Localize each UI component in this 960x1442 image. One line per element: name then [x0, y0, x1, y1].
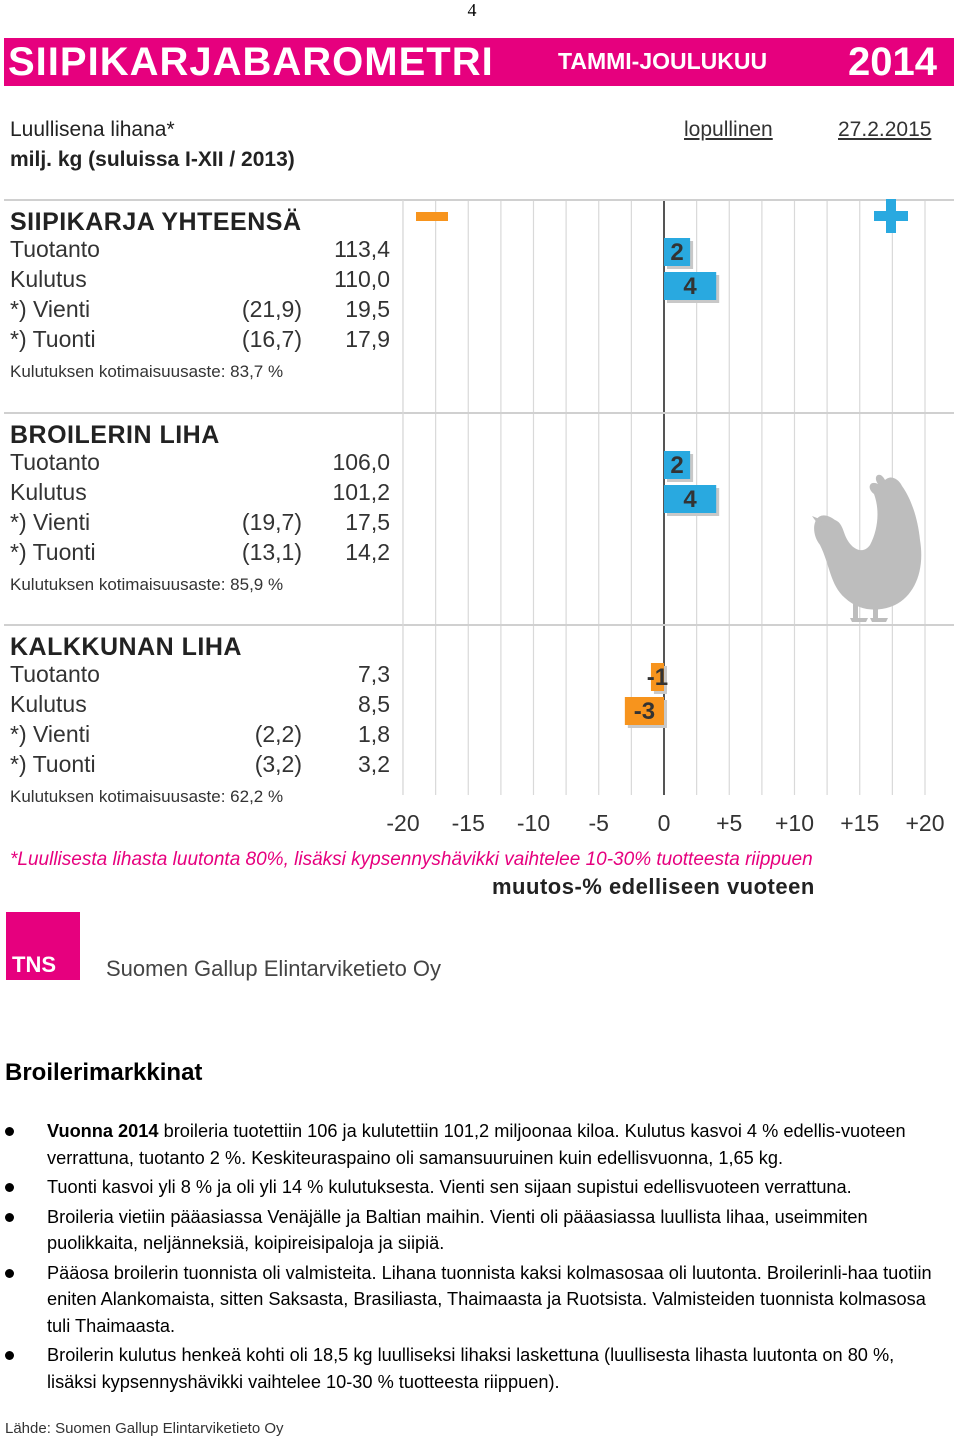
row-label: *) Vienti — [10, 296, 91, 322]
banner — [4, 38, 954, 86]
x-tick-label: +20 — [905, 810, 945, 836]
bar-data-label: 2 — [670, 239, 683, 266]
section-band — [4, 413, 954, 621]
source-line: Lähde: Suomen Gallup Elintarviketieto Oy — [5, 1420, 284, 1437]
x-tick-label: 0 — [657, 810, 671, 836]
bullet-item: Tuonti kasvoi yli 8 % ja oli yli 14 % ku… — [0, 1174, 960, 1201]
row-label: Kulutus — [10, 691, 87, 717]
tns-logo-text: TNS — [12, 952, 56, 977]
row-value: 101,2 — [332, 479, 390, 505]
row-value: 17,5 — [345, 509, 390, 535]
company-name: Suomen Gallup Elintarviketieto Oy — [106, 956, 442, 981]
section-band — [4, 625, 954, 833]
row-value: 8,5 — [358, 691, 390, 717]
bar-kulutus — [624, 697, 664, 725]
row-label: *) Vienti — [10, 509, 91, 535]
plus-marker-v — [886, 199, 896, 233]
banner-period: TAMMI-JOULUKUU — [558, 48, 768, 74]
row-label: Kulutus — [10, 266, 87, 292]
section-band — [4, 200, 954, 408]
bar-tuotanto — [664, 238, 691, 266]
bullet-list: Vuonna 2014 broileria tuotettiin 106 ja … — [0, 1118, 960, 1398]
section-heading: Broilerimarkkinat — [5, 1059, 203, 1086]
bar-data-label: 4 — [683, 273, 697, 300]
bullet-text: Pääosa broilerin tuonnista oli valmistei… — [47, 1262, 932, 1336]
bar-data-label: 2 — [670, 452, 683, 479]
domestic-share: Kulutuksen kotimaisuusaste: 83,7 % — [10, 362, 284, 381]
row-label: Kulutus — [10, 479, 87, 505]
x-tick-label: +10 — [774, 810, 814, 836]
section-title: KALKKUNAN LIHA — [10, 633, 242, 661]
status-date: 27.2.2015 — [838, 118, 932, 141]
bar-data-label: -1 — [647, 664, 668, 691]
bar-data-label: 4 — [683, 486, 697, 513]
chart-footnote: *Luullisesta lihasta luutonta 80%, lisäk… — [10, 849, 813, 870]
bullet-item: Broileria vietiin pääasiassa Venäjälle j… — [0, 1204, 960, 1257]
row-label: Tuotanto — [10, 661, 100, 687]
bar-tuotanto — [650, 663, 664, 691]
row-value: 7,3 — [358, 661, 390, 687]
section-title: SIIPIKARJA YHTEENSÄ — [10, 208, 302, 236]
bullet-item: Broilerin kulutus henkeä kohti oli 18,5 … — [0, 1342, 960, 1395]
row-value: 3,2 — [358, 751, 390, 777]
row-value: 17,9 — [345, 326, 390, 352]
row-value: 19,5 — [345, 296, 390, 322]
bullet-text: Tuonti kasvoi yli 8 % ja oli yli 14 % ku… — [47, 1177, 852, 1197]
domestic-share: Kulutuksen kotimaisuusaste: 85,9 % — [10, 575, 284, 594]
x-tick-label: -10 — [516, 810, 551, 836]
page-number: 4 — [467, 0, 477, 20]
domestic-share: Kulutuksen kotimaisuusaste: 62,2 % — [10, 787, 284, 806]
x-tick-label: +5 — [716, 810, 743, 836]
bullet-lead: Vuonna 2014 — [47, 1121, 159, 1141]
bar-kulutus — [664, 272, 717, 300]
row-label: *) Tuonti — [10, 326, 96, 352]
x-tick-label: -15 — [451, 810, 485, 836]
bar-kulutus — [664, 485, 717, 513]
row-previous-value: (19,7) — [241, 509, 302, 535]
bullet-text: Broilerin kulutus henkeä kohti oli 18,5 … — [47, 1345, 895, 1392]
tns-logo — [6, 912, 80, 980]
row-previous-value: (3,2) — [254, 751, 302, 777]
status-label: lopullinen — [684, 118, 773, 141]
row-label: Tuotanto — [10, 236, 100, 262]
row-value: 106,0 — [332, 449, 390, 475]
bullet-item: Pääosa broilerin tuonnista oli valmistei… — [0, 1260, 960, 1340]
row-previous-value: (13,1) — [241, 539, 302, 565]
row-previous-value: (2,2) — [254, 721, 302, 747]
bar-tuotanto — [664, 451, 691, 479]
row-label: *) Tuonti — [10, 539, 96, 565]
bullet-text: broileria tuotettiin 106 ja kulutettiin … — [47, 1121, 906, 1168]
banner-title: SIIPIKARJABAROMETRI — [8, 40, 494, 84]
row-previous-value: (21,9) — [241, 296, 302, 322]
row-value: 113,4 — [334, 236, 390, 262]
row-value: 110,0 — [334, 266, 390, 292]
source-label: Lähde: — [5, 1420, 51, 1437]
x-tick-label: -20 — [386, 810, 420, 836]
row-value: 14,2 — [345, 539, 390, 565]
section-title: BROILERIN LIHA — [10, 421, 220, 449]
x-tick-label: +15 — [840, 810, 880, 836]
x-axis-label: muutos-% edelliseen vuoteen — [492, 874, 815, 899]
row-previous-value: (16,7) — [241, 326, 302, 352]
row-label: *) Tuonti — [10, 751, 96, 777]
bar-data-label: -3 — [634, 698, 655, 725]
row-label: Tuotanto — [10, 449, 100, 475]
bullet-item: Vuonna 2014 broileria tuotettiin 106 ja … — [0, 1118, 960, 1171]
banner-year: 2014 — [848, 40, 937, 84]
unit-line-2: milj. kg (suluissa I-XII / 2013) — [10, 148, 295, 171]
minus-marker — [416, 212, 448, 221]
rooster-icon — [812, 474, 922, 622]
row-value: 1,8 — [358, 721, 390, 747]
x-tick-label: -5 — [588, 810, 609, 836]
source-value: Suomen Gallup Elintarviketieto Oy — [55, 1420, 284, 1437]
unit-line-1: Luullisena lihana* — [10, 118, 175, 141]
row-label: *) Vienti — [10, 721, 91, 747]
bullet-text: Broileria vietiin pääasiassa Venäjälle j… — [47, 1206, 868, 1254]
